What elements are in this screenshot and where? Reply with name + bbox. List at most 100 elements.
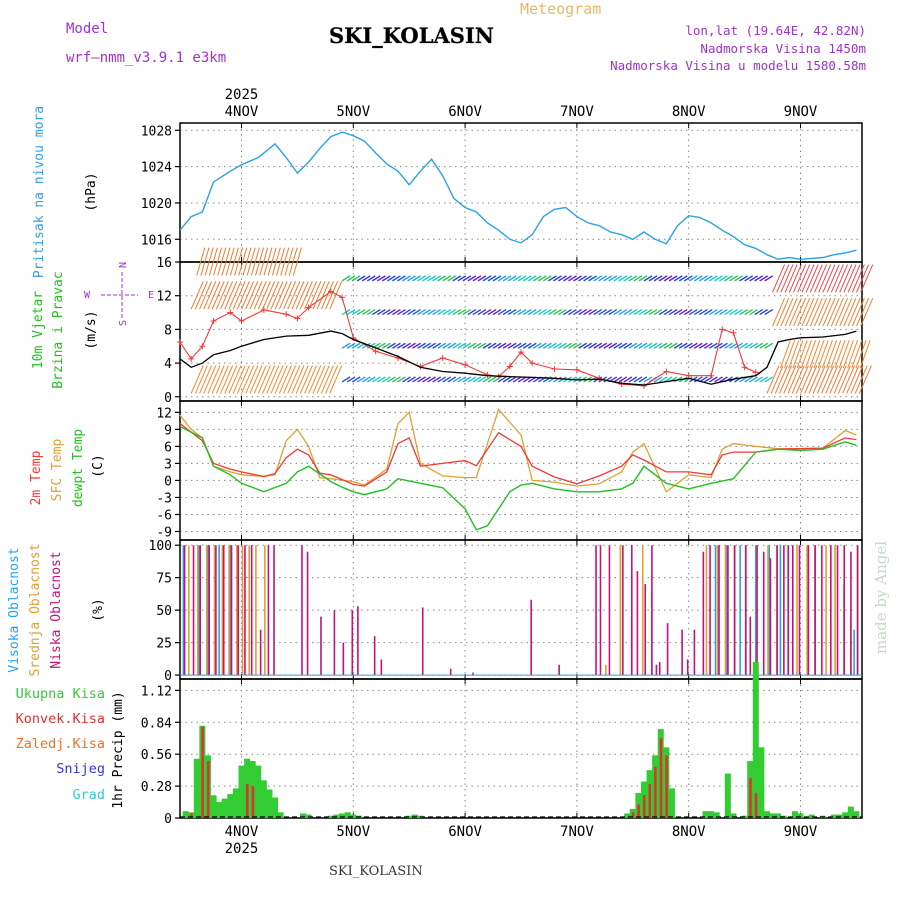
wind-arrow bbox=[361, 275, 371, 282]
wind-arrow bbox=[437, 275, 447, 282]
wind-barb bbox=[842, 340, 854, 369]
wind-arrow bbox=[492, 376, 502, 383]
wind-arrow bbox=[759, 275, 769, 282]
wind-arrow bbox=[548, 275, 557, 282]
wind-arrow bbox=[437, 342, 447, 349]
gust-marker bbox=[305, 304, 312, 311]
wind-arrow bbox=[749, 376, 759, 383]
wind-barb bbox=[772, 264, 786, 293]
wind-arrow bbox=[613, 275, 623, 282]
wind-barb bbox=[217, 247, 227, 276]
wind-arrow bbox=[512, 376, 522, 383]
wind-barb bbox=[267, 247, 277, 276]
gust-marker bbox=[238, 317, 245, 324]
conv-precip-bar bbox=[749, 778, 752, 818]
wind-arrow bbox=[729, 342, 738, 349]
wind-barb bbox=[329, 365, 343, 394]
wind-arrow bbox=[387, 308, 396, 316]
wind-barb bbox=[246, 247, 256, 276]
wind-arrow bbox=[623, 376, 633, 383]
wind-arrow bbox=[653, 342, 663, 349]
wind-arrow bbox=[507, 275, 517, 282]
bottom-date-label: 7NOV bbox=[560, 824, 594, 840]
gust-marker bbox=[529, 360, 536, 367]
y-tick-label-clouds: 25 bbox=[156, 637, 172, 652]
wind-barb bbox=[283, 281, 297, 310]
wind-arrow bbox=[658, 275, 668, 282]
wind-barb bbox=[190, 365, 204, 394]
y-tick-label-precip: 0 bbox=[164, 812, 172, 827]
wind-arrow bbox=[366, 308, 376, 316]
gust-marker bbox=[618, 381, 625, 388]
wind-arrow bbox=[472, 275, 482, 282]
wind-arrow bbox=[412, 275, 421, 282]
gust-marker bbox=[327, 288, 334, 295]
wind-arrow bbox=[598, 308, 608, 316]
wind-barb bbox=[813, 340, 825, 369]
wind-barb bbox=[770, 365, 784, 394]
wind-arrow bbox=[724, 275, 733, 282]
wind-barb bbox=[860, 298, 874, 327]
wind-barb bbox=[215, 281, 229, 310]
total-precip-bar bbox=[216, 802, 223, 818]
conv-precip-bar bbox=[648, 783, 652, 818]
wind-arrow bbox=[603, 342, 613, 349]
wind-barb bbox=[797, 298, 811, 327]
wind-arrow bbox=[452, 308, 462, 316]
wind-arrow bbox=[613, 342, 623, 349]
wind-barb bbox=[316, 365, 330, 394]
y-tick-label-precip: 0.56 bbox=[141, 748, 172, 763]
wind-barb bbox=[839, 298, 853, 327]
wind-barb bbox=[829, 365, 843, 394]
wind-arrow bbox=[482, 275, 492, 282]
wind-arrow bbox=[698, 275, 708, 282]
wind-barb bbox=[805, 298, 819, 327]
wind-arrow bbox=[457, 376, 467, 383]
total-precip-bar bbox=[808, 814, 815, 818]
wind-barb bbox=[830, 298, 844, 327]
wind-barb bbox=[262, 365, 276, 394]
wind-barb bbox=[792, 340, 804, 369]
wind-barb bbox=[843, 298, 857, 327]
wind-arrow bbox=[714, 308, 723, 316]
wind-barb bbox=[232, 281, 246, 310]
wind-arrow bbox=[678, 342, 688, 349]
wind-barb bbox=[194, 365, 208, 394]
y-tick-label-wind: 8 bbox=[164, 323, 172, 338]
wind-arrow bbox=[346, 275, 356, 282]
wind-barb bbox=[817, 340, 829, 369]
total-precip-bar bbox=[305, 814, 312, 818]
y-tick-label-pressure: 1024 bbox=[141, 161, 172, 176]
wind-arrow bbox=[497, 275, 507, 282]
wind-arrow bbox=[764, 376, 774, 383]
wind-arrow bbox=[653, 275, 663, 282]
wind-barb bbox=[320, 281, 334, 310]
wind-arrow bbox=[346, 376, 356, 383]
wind-speed-line bbox=[179, 330, 857, 386]
wind-arrow bbox=[703, 342, 713, 349]
top-date-label: 6NOV bbox=[448, 104, 482, 120]
wind-arrow bbox=[653, 308, 663, 316]
wind-arrow bbox=[719, 376, 728, 383]
wind-arrow bbox=[502, 342, 512, 349]
station-title: SKI_KOLASIN bbox=[329, 23, 494, 48]
gust-marker bbox=[188, 355, 195, 362]
wind-arrow bbox=[628, 342, 638, 349]
wind-arrow bbox=[613, 308, 623, 316]
y-tick-label-clouds: 100 bbox=[149, 539, 172, 554]
gust-marker bbox=[260, 307, 267, 314]
wind-barb bbox=[203, 365, 217, 394]
wind-barb bbox=[780, 298, 794, 327]
wind-arrow bbox=[598, 342, 608, 349]
gust-marker bbox=[596, 375, 603, 382]
wind-barb bbox=[236, 365, 250, 394]
wind-arrow bbox=[512, 308, 522, 316]
wind-arrow bbox=[512, 342, 522, 349]
wind-barb bbox=[826, 340, 838, 369]
wind-arrow bbox=[764, 275, 774, 282]
wind-barb bbox=[842, 365, 856, 394]
temp-axis-title-2: SFC Temp bbox=[50, 439, 65, 502]
wind-barb bbox=[766, 365, 780, 394]
wind-arrow bbox=[402, 308, 411, 316]
wind-barb bbox=[795, 365, 809, 394]
